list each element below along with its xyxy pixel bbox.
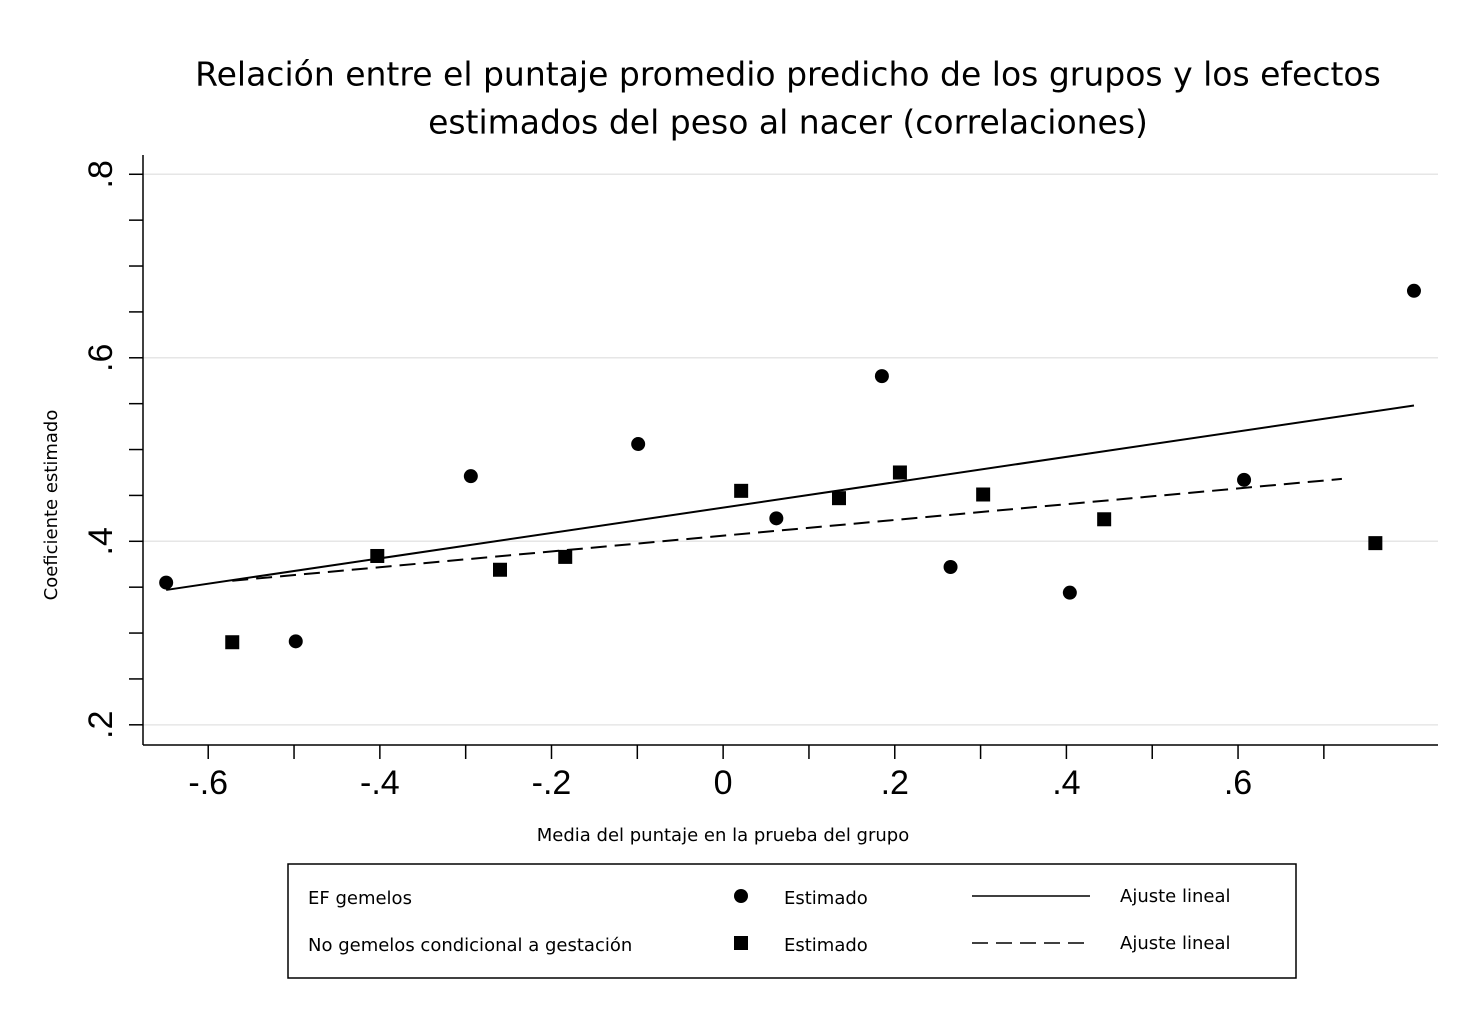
square-marker xyxy=(558,549,573,564)
circle-marker xyxy=(463,469,478,484)
legend-box xyxy=(287,863,1297,979)
circle-marker xyxy=(159,575,174,590)
chart-title: estimados del peso al nacer (correlacion… xyxy=(428,103,1148,142)
x-tick-label: .2 xyxy=(881,764,909,802)
square-marker xyxy=(1368,536,1383,551)
circle-marker xyxy=(943,559,958,574)
square-marker xyxy=(734,483,749,498)
square-marker xyxy=(1097,512,1112,527)
legend-label: Ajuste lineal xyxy=(1120,886,1230,907)
square-marker xyxy=(976,487,991,502)
square-marker xyxy=(831,491,846,506)
y-tick-label: .8 xyxy=(82,160,120,188)
legend-label: Ajuste lineal xyxy=(1120,933,1230,954)
circle-marker xyxy=(734,889,748,903)
fit-line xyxy=(232,477,1342,582)
circle-marker xyxy=(1406,283,1421,298)
y-axis-label: Coeficiente estimado xyxy=(41,410,62,601)
fit-line xyxy=(166,404,1415,591)
x-tick-label: 0 xyxy=(714,764,733,802)
circle-marker xyxy=(769,511,784,526)
square-marker xyxy=(370,548,385,563)
x-axis-label: Media del puntaje en la prueba del grupo xyxy=(537,825,909,846)
circle-marker xyxy=(1237,472,1252,487)
circle-marker xyxy=(874,369,889,384)
y-tick-label: .6 xyxy=(82,344,120,372)
square-marker xyxy=(225,635,240,650)
circle-marker xyxy=(288,634,303,649)
legend-label: Estimado xyxy=(784,888,868,909)
x-tick-label: -.2 xyxy=(532,764,572,802)
circle-marker xyxy=(631,437,646,452)
legend-group: EF gemelos xyxy=(308,888,412,909)
square-marker xyxy=(493,562,508,577)
x-tick-label: .6 xyxy=(1224,764,1252,802)
circle-marker xyxy=(1062,585,1077,600)
y-tick-label: .4 xyxy=(82,527,120,555)
x-tick-label: -.6 xyxy=(188,764,228,802)
x-tick-label: .4 xyxy=(1052,764,1080,802)
chart-title: Relación entre el puntaje promedio predi… xyxy=(195,55,1381,94)
square-marker xyxy=(892,465,907,480)
x-tick-label: -.4 xyxy=(360,764,400,802)
legend-group: No gemelos condicional a gestación xyxy=(308,935,632,956)
y-tick-label: .2 xyxy=(82,711,120,739)
square-marker xyxy=(734,936,748,950)
legend-label: Estimado xyxy=(784,935,868,956)
